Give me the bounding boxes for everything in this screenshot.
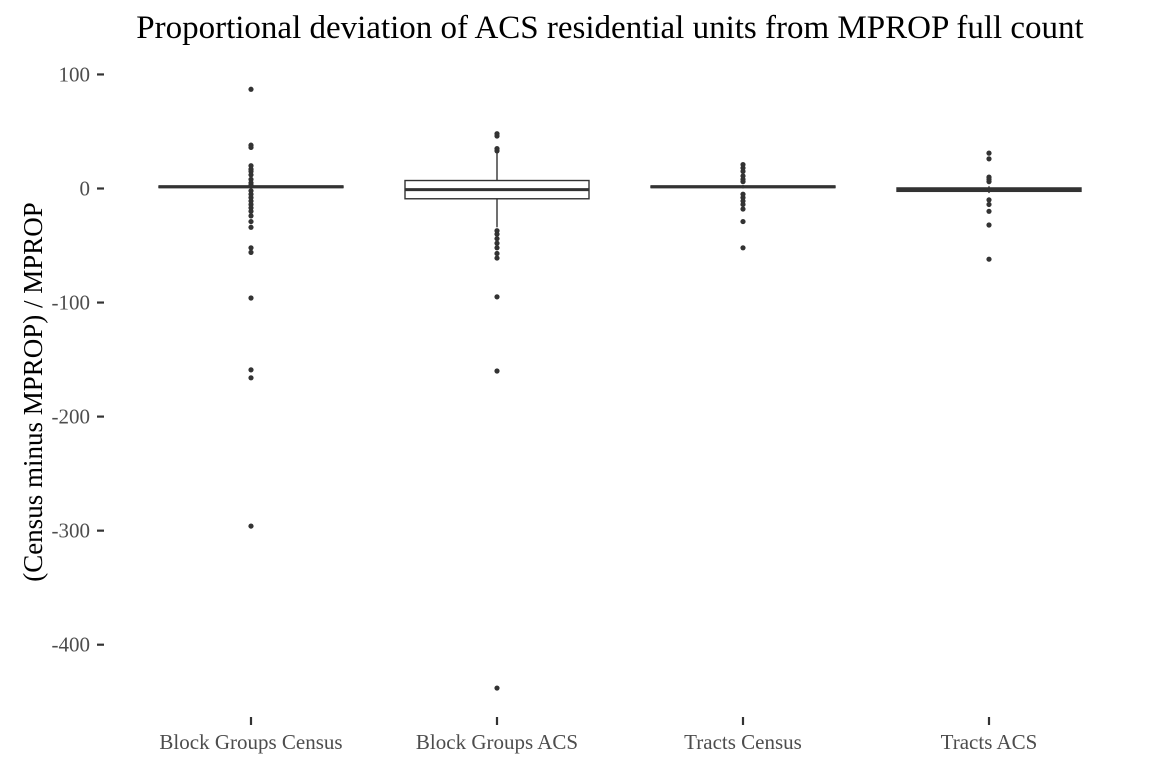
- outlier-point: [248, 249, 254, 255]
- outlier-layer: [248, 86, 992, 691]
- x-tick-label: Tracts ACS: [941, 730, 1038, 754]
- outlier-point: [740, 179, 746, 185]
- x-axis: Block Groups Census Block Groups ACS Tract…: [159, 717, 1037, 754]
- y-tick-label: -400: [52, 633, 91, 657]
- outlier-point: [494, 133, 500, 139]
- outlier-point: [248, 182, 254, 188]
- outlier-point: [986, 150, 992, 156]
- box-group: [896, 186, 1082, 194]
- outlier-point: [494, 236, 500, 242]
- outlier-point: [986, 197, 992, 203]
- outlier-point: [248, 367, 254, 373]
- boxplot-layer: [158, 153, 1082, 228]
- chart-title: Proportional deviation of ACS residentia…: [136, 10, 1083, 46]
- outlier-point: [986, 256, 992, 262]
- outlier-point: [494, 685, 500, 691]
- outlier-point: [248, 218, 254, 225]
- y-tick-label: 0: [80, 177, 91, 201]
- x-tick-label: Tracts Census: [684, 730, 802, 754]
- outlier-point: [248, 375, 254, 381]
- y-axis: 100 0 -100 -200 -300 -400: [52, 62, 104, 657]
- outlier-point: [248, 295, 254, 301]
- box-group: [404, 153, 590, 228]
- box-group: [650, 185, 836, 189]
- outlier-point: [986, 208, 992, 214]
- outlier-point: [494, 148, 500, 154]
- outlier-point: [740, 168, 746, 174]
- outlier-point: [248, 224, 254, 230]
- outlier-point: [494, 368, 500, 374]
- outlier-point: [494, 245, 500, 251]
- y-tick-label: -200: [52, 405, 91, 429]
- outlier-point: [248, 144, 254, 151]
- outlier-point: [740, 245, 746, 251]
- y-tick-label: 100: [59, 62, 91, 86]
- outlier-point: [494, 294, 500, 300]
- outlier-point: [494, 231, 500, 237]
- outlier-point: [494, 240, 500, 246]
- outlier-point: [740, 218, 746, 225]
- outlier-point: [248, 245, 254, 251]
- y-tick-label: -300: [52, 519, 91, 543]
- outlier-point: [740, 201, 746, 208]
- x-tick-label: Block Groups ACS: [416, 730, 578, 754]
- outlier-point: [986, 179, 992, 185]
- outlier-point: [248, 523, 254, 529]
- outlier-point: [248, 86, 254, 92]
- outlier-point: [494, 250, 500, 257]
- outlier-point: [986, 201, 992, 208]
- y-axis-label: (Census minus MPROP) / MPROP: [18, 202, 48, 582]
- outlier-point: [986, 156, 992, 162]
- outlier-point: [248, 172, 254, 178]
- outlier-point: [248, 213, 254, 219]
- x-tick-label: Block Groups Census: [159, 730, 342, 754]
- outlier-point: [740, 206, 746, 212]
- y-tick-label: -100: [52, 291, 91, 315]
- outlier-point: [494, 255, 500, 261]
- outlier-point: [248, 208, 254, 214]
- outlier-point: [986, 222, 992, 228]
